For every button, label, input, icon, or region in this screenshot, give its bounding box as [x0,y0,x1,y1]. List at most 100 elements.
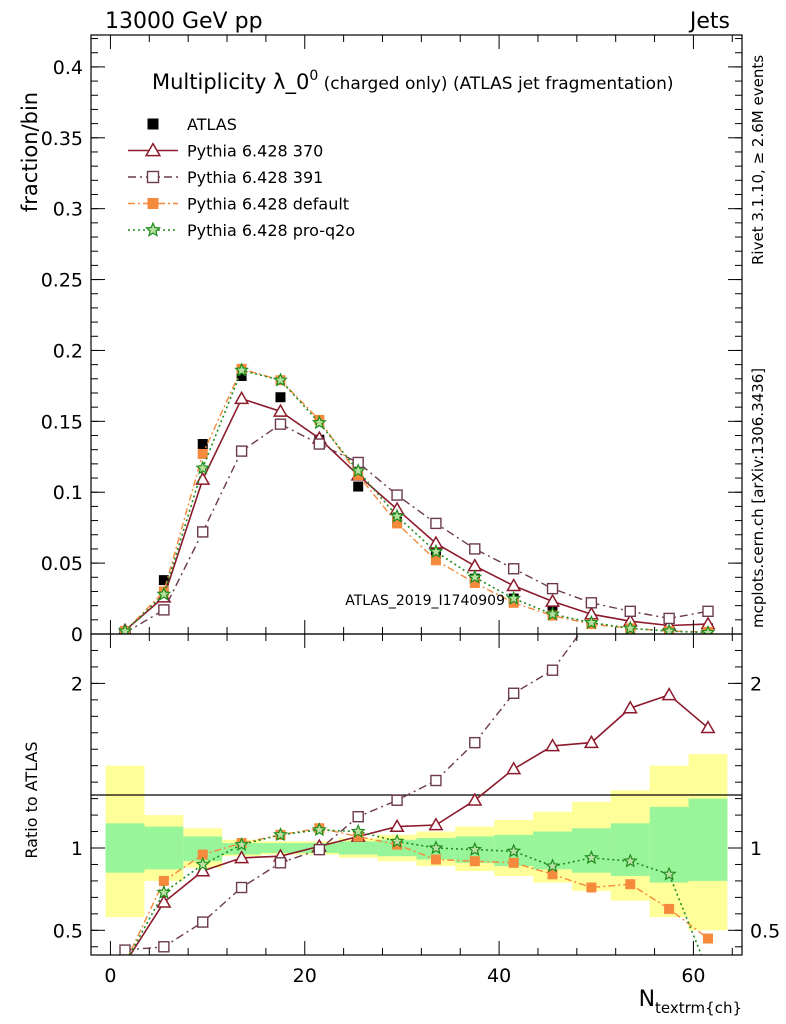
ratio-y-tick-label-left: 2 [71,673,83,695]
ratio-point-pythia-6-428-391 [352,811,364,823]
main-point-atlas [197,439,208,450]
legend-label-atlas: ATLAS [187,115,237,134]
legend-label-pythia-6-428-default: Pythia 6.428 default [187,195,349,214]
mcplots-label: mcplots.cern.ch [arXiv:1306.3436] [749,368,767,628]
main-point-pythia-6-428-pro-q2o [428,543,444,559]
ratio-point-pythia-6-428-391 [313,843,326,856]
ratio-point-pythia-6-428-391 [507,687,520,699]
main-line-pythia-6-428-pro-q2o [124,369,709,634]
ratio-point-pythia-6-428-370 [119,957,132,968]
main-point-pythia-6-428-default [508,597,519,608]
legend-entry-pythia-6-428-391: Pythia 6.428 391 [128,168,323,187]
main-point-pythia-6-428-391 [546,582,559,595]
ratio-point-pythia-6-428-391 [664,547,674,557]
main-point-pythia-6-428-391 [391,489,403,501]
ratio-point-pythia-6-428-370 [506,761,522,775]
ratio-point-pythia-6-428-default [508,857,519,868]
ratio-line-pythia-6-428-default [128,827,709,955]
main-y-axis-label: fraction/bin [18,92,42,212]
x-tick-label: 0 [104,965,116,987]
main-series-pythia-6-428-370 [118,390,716,634]
main-point-pythia-6-428-pro-q2o [350,463,366,478]
header-left: 13000 GeV pp [105,9,263,34]
main-point-pythia-6-428-391 [313,438,326,450]
main-point-atlas [275,392,286,403]
ratio-point-pythia-6-428-370 [622,700,638,714]
main-point-pythia-6-428-pro-q2o [195,460,211,475]
main-y-tick-label: 0.35 [41,128,83,150]
ratio-point-pythia-6-428-391 [235,881,248,894]
main-y-tick-label: 0.3 [53,199,83,221]
x-tick-label: 60 [681,965,705,987]
ratio-point-pythia-6-428-370 [583,734,599,749]
main-point-pythia-6-428-pro-q2o [584,614,599,629]
ratio-uncertainty-bands [105,754,728,931]
ratio-y-tick-label-right: 1 [750,838,762,860]
main-point-pythia-6-428-391 [197,526,209,538]
legend-marker-pythia-6-428-370 [144,142,162,157]
main-point-pythia-6-428-391 [430,517,442,530]
main-point-pythia-6-428-370 [544,593,561,607]
ratio-point-pythia-6-428-pro-q2o [195,856,211,871]
ratio-point-pythia-6-428-370 [195,863,211,877]
main-point-pythia-6-428-pro-q2o [700,624,716,634]
ratio-point-pythia-6-428-370 [700,720,716,734]
ratio-band-inner [144,826,184,870]
main-point-pythia-6-428-391 [507,563,520,575]
ratio-point-pythia-6-428-391 [197,916,209,928]
ratio-series-pythia-6-428-pro-q2o [128,822,703,955]
main-point-pythia-6-428-370 [467,558,483,572]
ratio-point-pythia-6-428-391 [546,664,559,676]
ratio-point-pythia-6-428-default [625,879,636,890]
x-axis-label-sub: textrm{ch} [655,999,742,1017]
legend-marker-atlas [147,118,159,130]
main-point-pythia-6-428-pro-q2o [273,372,288,387]
ratio-line-pythia-6-428-370 [129,693,709,955]
ratio-point-pythia-6-428-370 [467,792,483,806]
ratio-point-pythia-6-428-370 [234,850,250,864]
axes-group: 00.050.10.150.20.250.30.350.40 20 40 600.5 0… [41,35,780,987]
analysis-watermark: ATLAS_2019_I1740909 [345,593,505,609]
ratio-point-pythia-6-428-pro-q2o [584,850,599,865]
ratio-point-pythia-6-428-default [586,882,597,893]
main-point-pythia-6-428-391 [624,605,636,618]
ratio-point-pythia-6-428-370 [389,818,405,833]
main-point-pythia-6-428-391 [469,543,481,555]
main-point-pythia-6-428-pro-q2o [661,623,677,634]
main-point-pythia-6-428-pro-q2o [622,620,638,634]
x-axis-label-main: N [639,987,655,1012]
ratio-series-pythia-6-428-391 [119,547,674,955]
ratio-point-pythia-6-428-pro-q2o [311,822,327,837]
ratio-point-pythia-6-428-default [197,849,208,860]
main-point-pythia-6-428-default [392,518,403,529]
legend-entry-atlas: ATLAS [147,115,237,134]
x-axis-label: Ntextrm{ch} [639,987,742,1017]
ratio-point-pythia-6-428-370 [428,817,444,831]
main-y-tick-label: 0 [71,624,83,646]
main-point-pythia-6-428-391 [702,605,714,618]
header-right: Jets [688,9,730,34]
ratio-y-tick-label-left: 1 [71,838,83,860]
legend-marker-pythia-6-428-391 [146,170,160,184]
main-point-pythia-6-428-pro-q2o [545,606,561,621]
ratio-point-pythia-6-428-pro-q2o [661,866,677,881]
main-point-pythia-6-428-pro-q2o [117,623,133,634]
ratio-line-pythia-6-428-391 [124,634,581,951]
legend-label-pythia-6-428-pro-q2o: Pythia 6.428 pro-q2o [187,221,355,240]
ratio-point-pythia-6-428-default [430,854,441,865]
ratio-point-pythia-6-428-default [469,856,480,867]
legend-label-pythia-6-428-370: Pythia 6.428 370 [187,142,323,161]
main-point-pythia-6-428-391 [235,445,248,457]
chart-title-main: Multiplicity λ_0 [152,70,309,95]
ratio-y-tick-label-right: 2 [750,673,762,695]
ratio-point-pythia-6-428-default [120,958,130,968]
main-point-atlas [236,370,247,381]
main-point-pythia-6-428-default [430,555,441,566]
ratio-point-pythia-6-428-370 [661,687,677,701]
ratio-band-inner [688,798,728,881]
main-y-tick-label: 0.15 [41,411,83,433]
ratio-point-pythia-6-428-default [664,903,675,914]
chart-title: Multiplicity λ_00 (charged only) (ATLAS … [152,68,674,95]
legend-entry-pythia-6-428-pro-q2o: Pythia 6.428 pro-q2o [128,221,355,240]
